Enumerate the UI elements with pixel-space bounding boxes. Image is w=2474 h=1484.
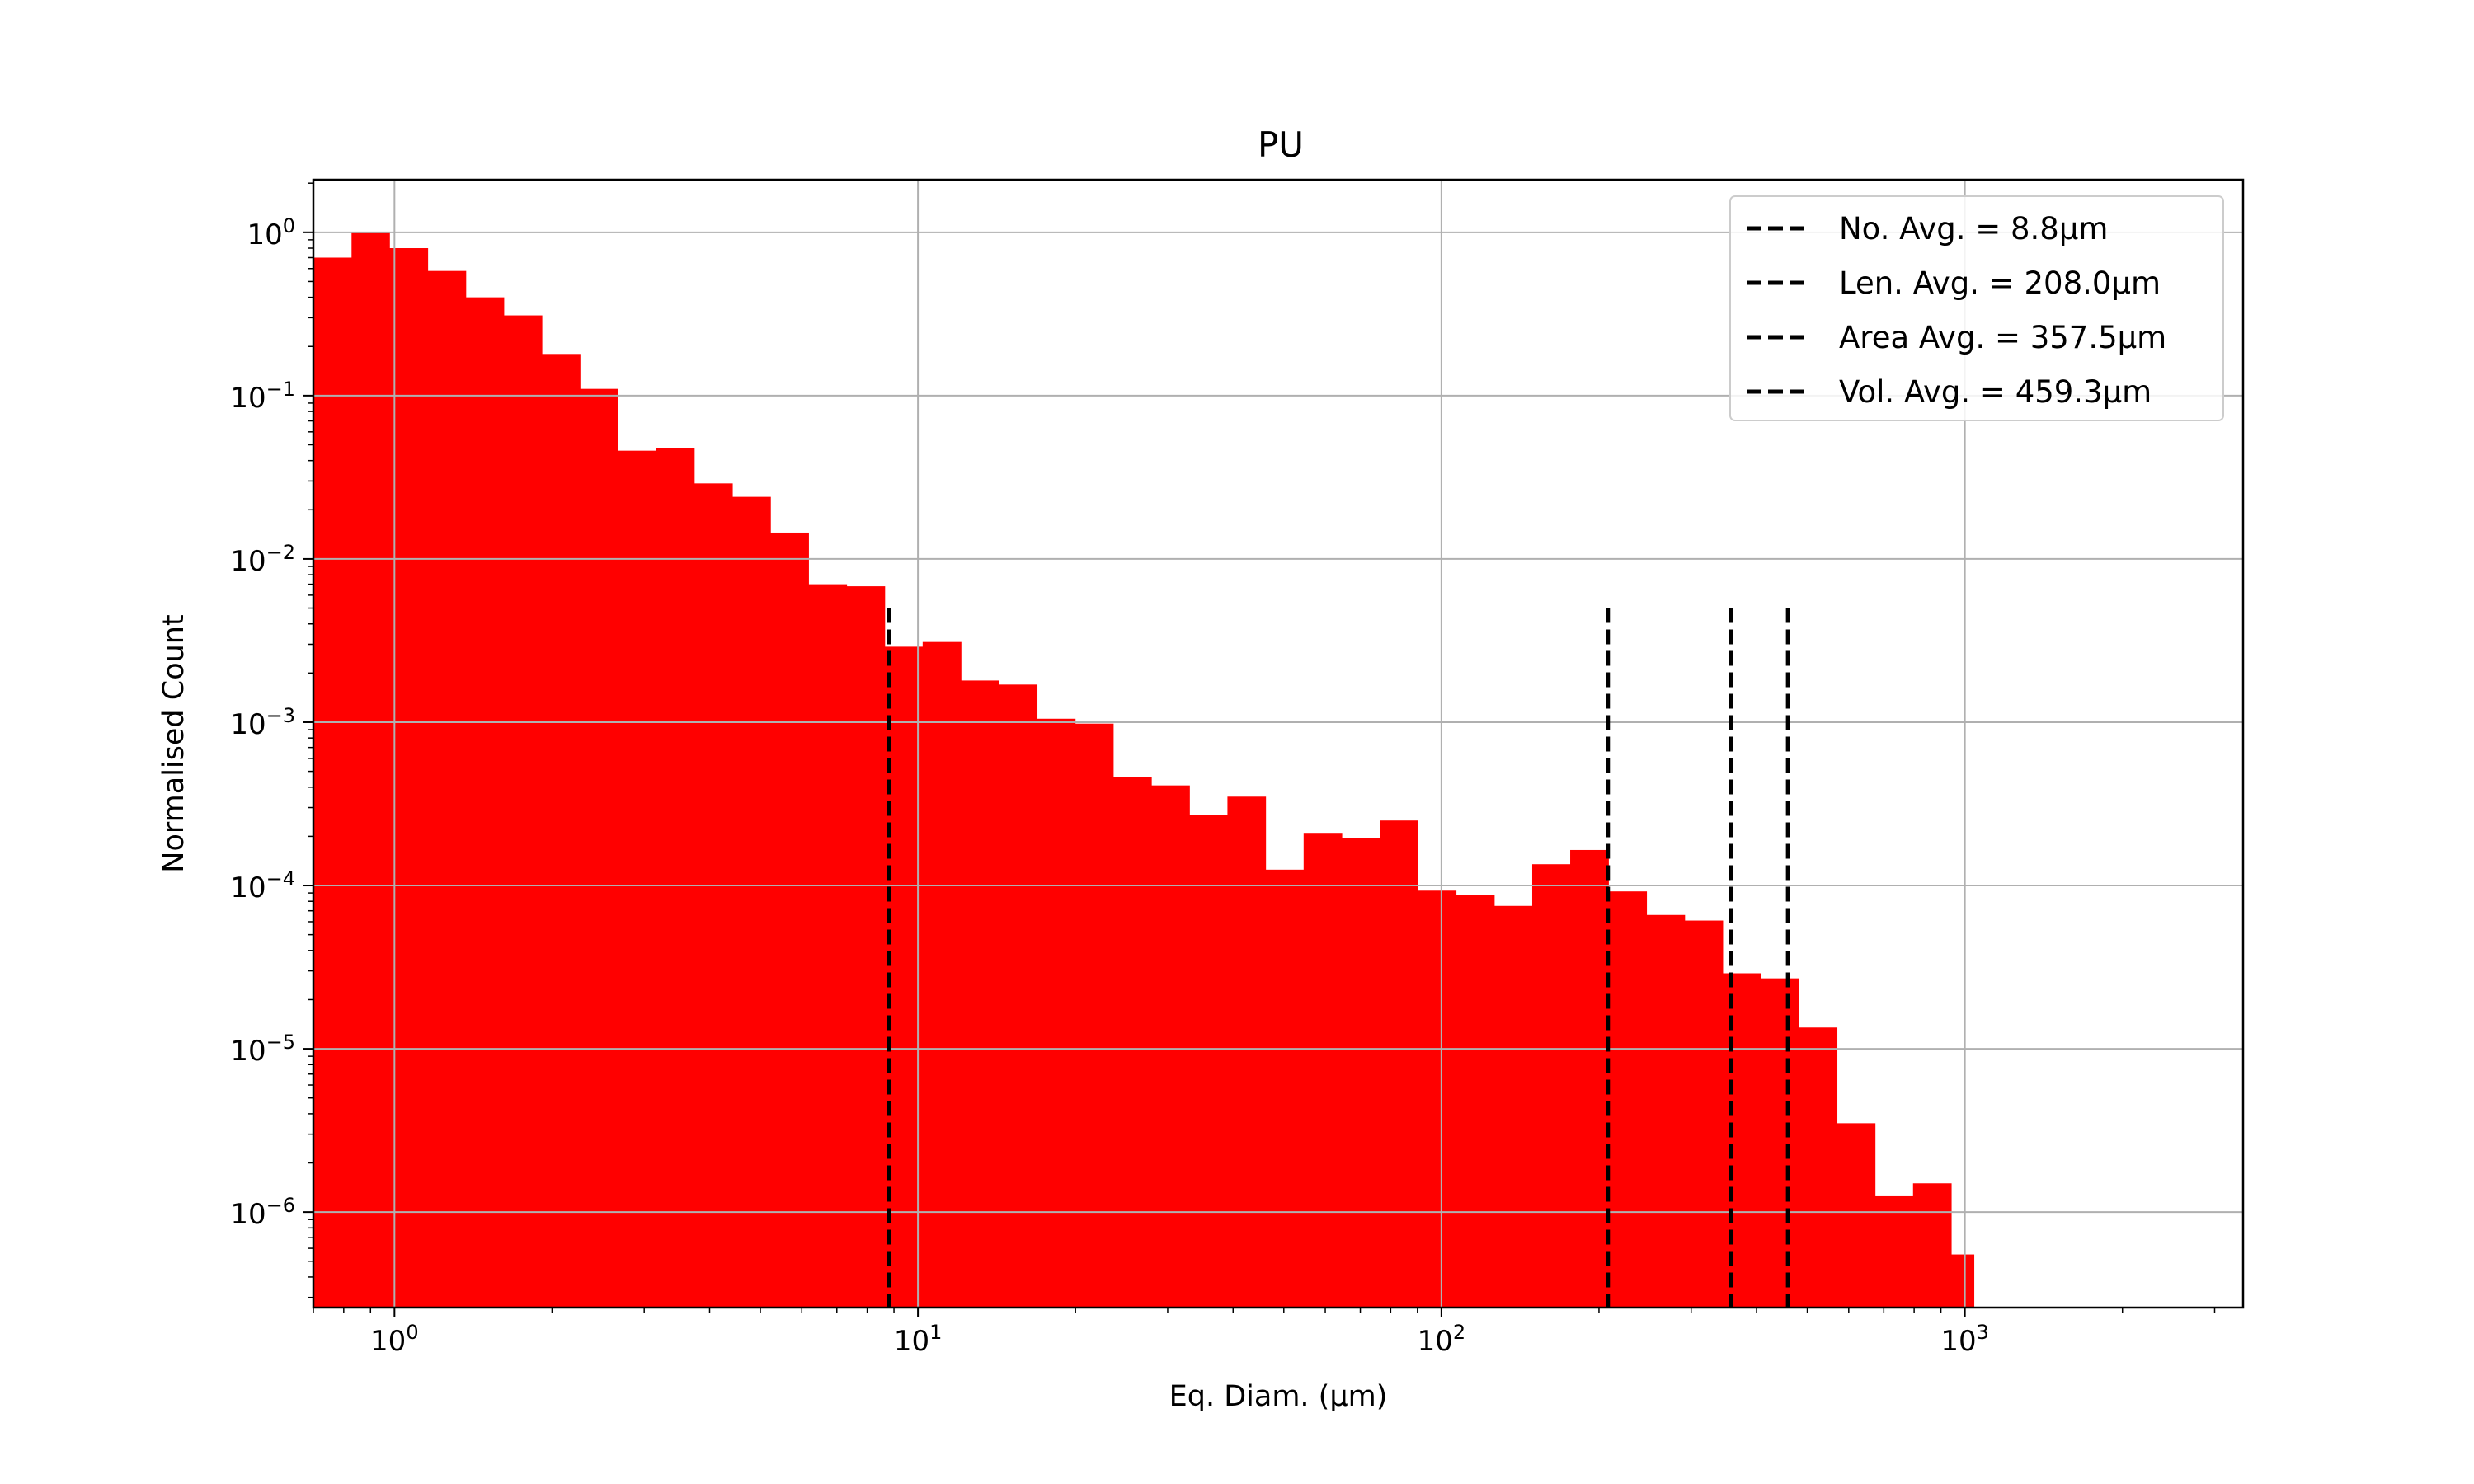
x-axis-ticks: 100 101 102 103 (313, 1308, 2216, 1358)
legend-entry-label: Area Avg. = 357.5μm (1839, 320, 2166, 355)
x-axis-label: Eq. Diam. (μm) (1169, 1380, 1388, 1413)
legend-entry-label: No. Avg. = 8.8μm (1839, 211, 2108, 247)
histogram-bar (1265, 869, 1305, 1308)
y-tick-label: 10−2 (230, 541, 295, 578)
histogram-bar (1912, 1183, 1952, 1308)
histogram-bar (1684, 920, 1724, 1308)
histogram-bar (1075, 723, 1114, 1308)
histogram-bar (1493, 905, 1533, 1308)
histogram-bars (313, 232, 1975, 1308)
histogram-bar (1837, 1123, 1876, 1308)
histogram-bar (1112, 777, 1152, 1308)
histogram-bar (1151, 785, 1190, 1308)
histogram-bar (1303, 833, 1343, 1308)
histogram-bar (1722, 973, 1761, 1308)
average-reference-lines (887, 608, 1790, 1308)
histogram-bar (465, 297, 505, 1308)
histogram-bar (1037, 718, 1076, 1308)
histogram-bar (770, 532, 809, 1308)
y-tick-label: 10−1 (230, 378, 295, 415)
histogram-bar (808, 584, 848, 1308)
plot-frame (312, 178, 2245, 1309)
histogram-bar (503, 315, 543, 1308)
histogram-bar (1608, 891, 1648, 1308)
histogram-bar (542, 354, 581, 1308)
histogram-bar (580, 388, 618, 1308)
y-tick-label: 10−6 (230, 1194, 295, 1231)
histogram-bar (884, 646, 924, 1308)
histogram-bar (1950, 1254, 1975, 1308)
legend: No. Avg. = 8.8μm Len. Avg. = 208.0μm Area … (1729, 195, 2224, 421)
histogram-bar (1341, 838, 1380, 1308)
x-tick-label: 103 (1940, 1321, 1989, 1358)
histogram-bar (1227, 796, 1267, 1308)
histogram-bar (999, 684, 1038, 1308)
histogram-bar (1456, 895, 1495, 1308)
histogram-bar (389, 248, 429, 1308)
histogram-bar (427, 270, 467, 1308)
y-axis-label: Normalised Count (158, 614, 190, 872)
histogram-bar (1799, 1027, 1838, 1308)
histogram-bar (961, 680, 999, 1308)
histogram-bar (731, 496, 771, 1308)
histogram-bar (1531, 864, 1571, 1308)
histogram-bar (351, 232, 390, 1308)
histogram-bar (313, 257, 352, 1308)
x-tick-label: 101 (894, 1321, 943, 1358)
y-tick-label: 10−3 (230, 704, 295, 741)
histogram-bar (1570, 849, 1609, 1308)
y-tick-label: 10−4 (230, 867, 295, 904)
histogram-bar (656, 448, 695, 1308)
y-axis-ticks: 100 10−1 10−2 10−3 10−4 10−5 10−6 (230, 182, 313, 1298)
x-tick-label: 102 (1418, 1321, 1466, 1358)
y-tick-label: 100 (247, 214, 295, 251)
legend-box (1729, 195, 2224, 421)
legend-entry-label: Len. Avg. = 208.0μm (1839, 265, 2161, 301)
histogram-bar (618, 450, 657, 1308)
histogram-bar (1380, 820, 1418, 1308)
x-tick-label: 100 (370, 1321, 419, 1358)
histogram-bar (1761, 978, 1799, 1308)
histogram-bar (846, 586, 886, 1308)
chart-title: PU (1258, 124, 1304, 165)
y-tick-label: 10−5 (230, 1031, 295, 1068)
histogram-bar (1874, 1195, 1914, 1308)
histogram-bar (694, 483, 733, 1308)
histogram-bar (1189, 815, 1229, 1308)
legend-entry-label: Vol. Avg. = 459.3μm (1839, 374, 2152, 410)
histogram-bar (1418, 890, 1457, 1308)
histogram-bar (1646, 914, 1686, 1308)
histogram-bar (922, 641, 962, 1308)
